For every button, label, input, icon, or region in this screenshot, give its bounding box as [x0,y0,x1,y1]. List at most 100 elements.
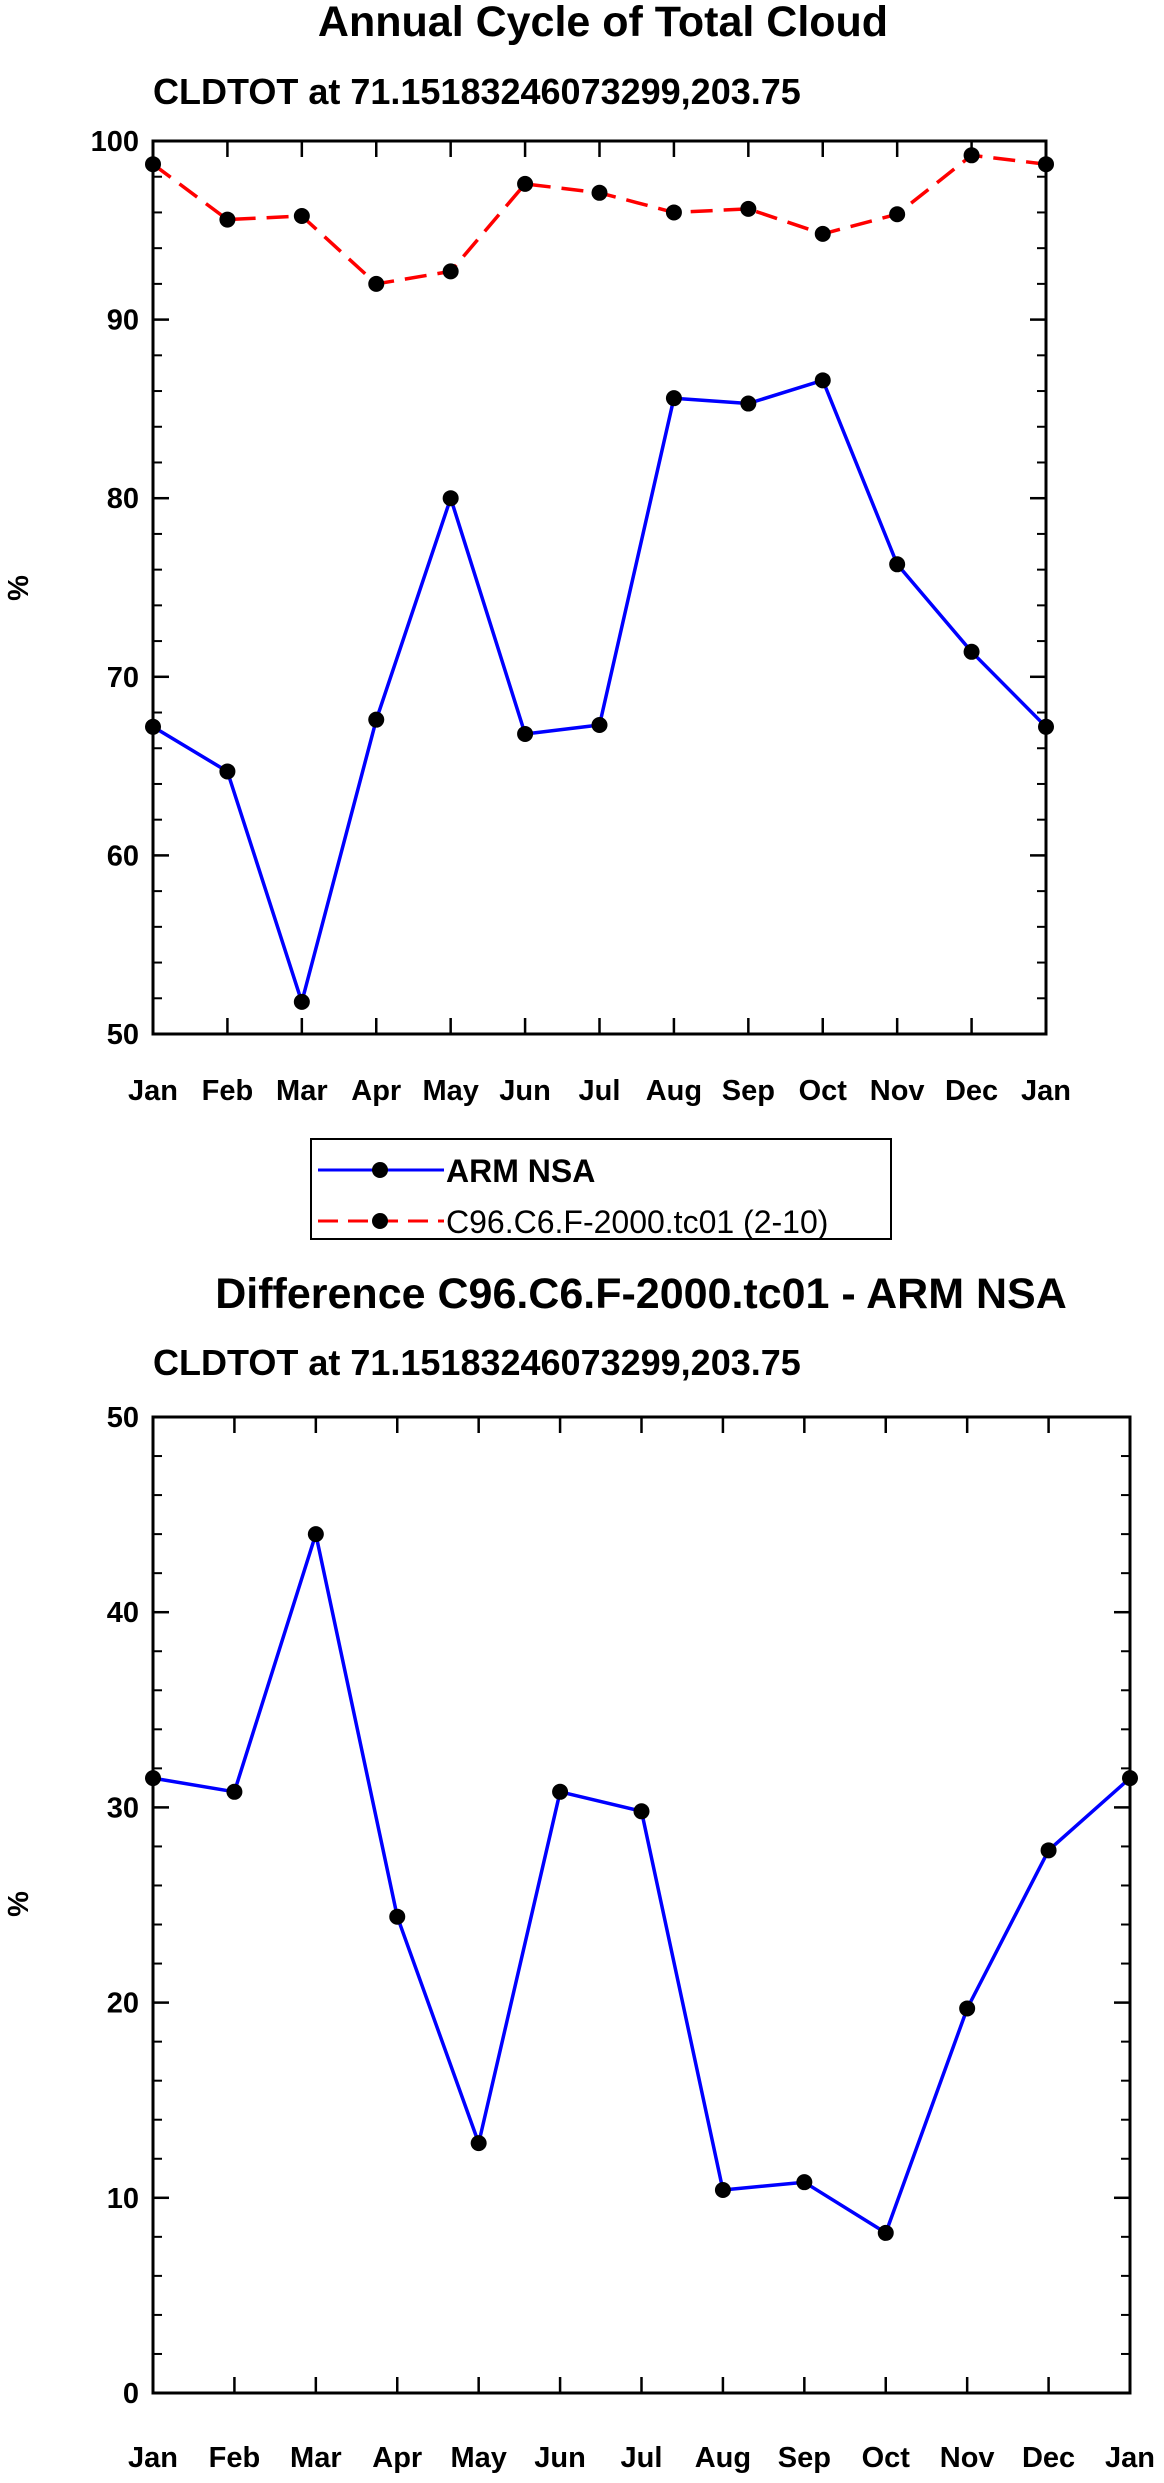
x-tick-label: Nov [870,1075,925,1107]
y-axis-label: % [3,1891,35,1917]
data-point [1122,1770,1138,1787]
y-tick-label: 0 [123,2378,139,2410]
y-tick-labels: 0 10 20 30 40 50 [107,1402,139,2410]
data-point [307,1526,324,1543]
data-point [714,2181,731,2198]
data-point [145,718,161,735]
y-tick-label: 90 [107,305,139,337]
x-tick-label: Dec [945,1075,998,1107]
y-tick-label: 20 [107,1988,139,2020]
y-tick-label: 100 [91,126,139,158]
data-point [959,2000,976,2017]
data-point [145,156,161,173]
x-tick-labels: Jan Feb Mar Apr May Jun Jul Aug Sep Oct Nov Dec Jan [128,1075,1071,1107]
data-point [963,147,980,164]
data-point [293,993,310,1010]
data-point [796,2174,813,2191]
data-point [591,717,608,734]
chart-title: Difference C96.C6.F-2000.tc01 - ARM NSA [215,1270,1067,1318]
data-point [591,184,608,201]
y-tick-label: 10 [107,2183,139,2215]
difference-chart: Difference C96.C6.F-2000.tc01 - ARM NSA … [3,1270,1155,2474]
data-point [145,1770,161,1787]
data-point [814,372,831,389]
annual-cycle-chart: Annual Cycle of Total Cloud CLDTOT at 71… [3,0,1071,1107]
data-point [877,2224,894,2241]
legend-marker-model [372,1213,388,1229]
y-tick-label: 30 [107,1792,139,1824]
y-tick-label: 60 [107,840,139,872]
x-tick-label: Jan [1105,2442,1155,2474]
x-tick-label: Jul [621,2442,663,2474]
x-tick-label: Jul [579,1075,621,1107]
y-tick-label: 70 [107,662,139,694]
data-point [470,2135,487,2152]
data-point [226,1783,243,1800]
chart-title: Annual Cycle of Total Cloud [318,0,888,46]
x-tick-label: Dec [1022,2442,1075,2474]
series-line-1 [151,153,1047,286]
chart-subtitle: CLDTOT at 71.15183246073299,203.75 [153,71,801,112]
data-point [368,711,385,728]
data-point [517,175,534,192]
y-tick-labels: 50 60 70 80 90 100 [91,126,139,1051]
x-tick-label: Jun [499,1075,551,1107]
data-point [219,763,236,780]
data-point [219,211,236,228]
series-layer [145,147,1054,1010]
data-point [368,275,385,292]
x-tick-label: Jun [534,2442,586,2474]
chart-subtitle: CLDTOT at 71.15183246073299,203.75 [153,1342,801,1383]
x-tick-label: Aug [646,1075,702,1107]
y-axis-label: % [3,575,35,601]
axis-ticks [151,1415,1132,2395]
x-tick-label: Jan [128,2442,178,2474]
x-tick-label: May [450,2442,506,2474]
x-tick-label: Sep [778,2442,831,2474]
data-point [293,208,310,225]
data-point [1040,1842,1057,1859]
data-point [442,263,459,280]
x-tick-label: Jan [128,1075,178,1107]
legend-label-arm-nsa: ARM NSA [446,1153,595,1189]
legend-label-model: C96.C6.F-2000.tc01 (2-10) [446,1204,828,1240]
legend-box [310,1138,892,1240]
data-point [1038,718,1054,735]
series-line-0 [152,1532,1132,2235]
x-tick-label: Oct [799,1075,848,1107]
data-point [517,725,534,742]
data-point [633,1803,650,1820]
data-point [740,200,757,217]
data-point [389,1908,406,1925]
y-tick-label: 40 [107,1597,139,1629]
plot-frame [151,1415,1132,2395]
data-point [442,490,459,507]
data-point [665,390,682,407]
legend: ARM NSA C96.C6.F-2000.tc01 (2-10) [310,1138,892,1240]
axis-ticks [151,139,1048,1036]
x-tick-label: Mar [276,1075,328,1107]
x-tick-label: Feb [209,2442,261,2474]
x-tick-labels: Jan Feb Mar Apr May Jun Jul Aug Sep Oct Nov Dec Jan [128,2442,1155,2474]
y-tick-label: 80 [107,483,139,515]
x-tick-label: May [422,1075,478,1107]
series-line-0 [152,378,1048,1004]
data-point [665,204,682,221]
series-layer [145,1526,1138,2241]
data-point [740,395,757,412]
x-tick-label: Jan [1021,1075,1071,1107]
x-tick-label: Aug [695,2442,751,2474]
x-tick-label: Oct [862,2442,911,2474]
x-tick-label: Nov [940,2442,995,2474]
data-point [889,556,906,573]
x-tick-label: Mar [290,2442,342,2474]
x-tick-label: Apr [372,2442,422,2474]
data-point [889,206,906,223]
plot-frame [151,139,1048,1036]
legend-marker-arm-nsa [372,1162,388,1178]
data-point [963,643,980,660]
x-tick-label: Apr [351,1075,401,1107]
data-point [1038,156,1054,173]
y-tick-label: 50 [107,1402,139,1434]
